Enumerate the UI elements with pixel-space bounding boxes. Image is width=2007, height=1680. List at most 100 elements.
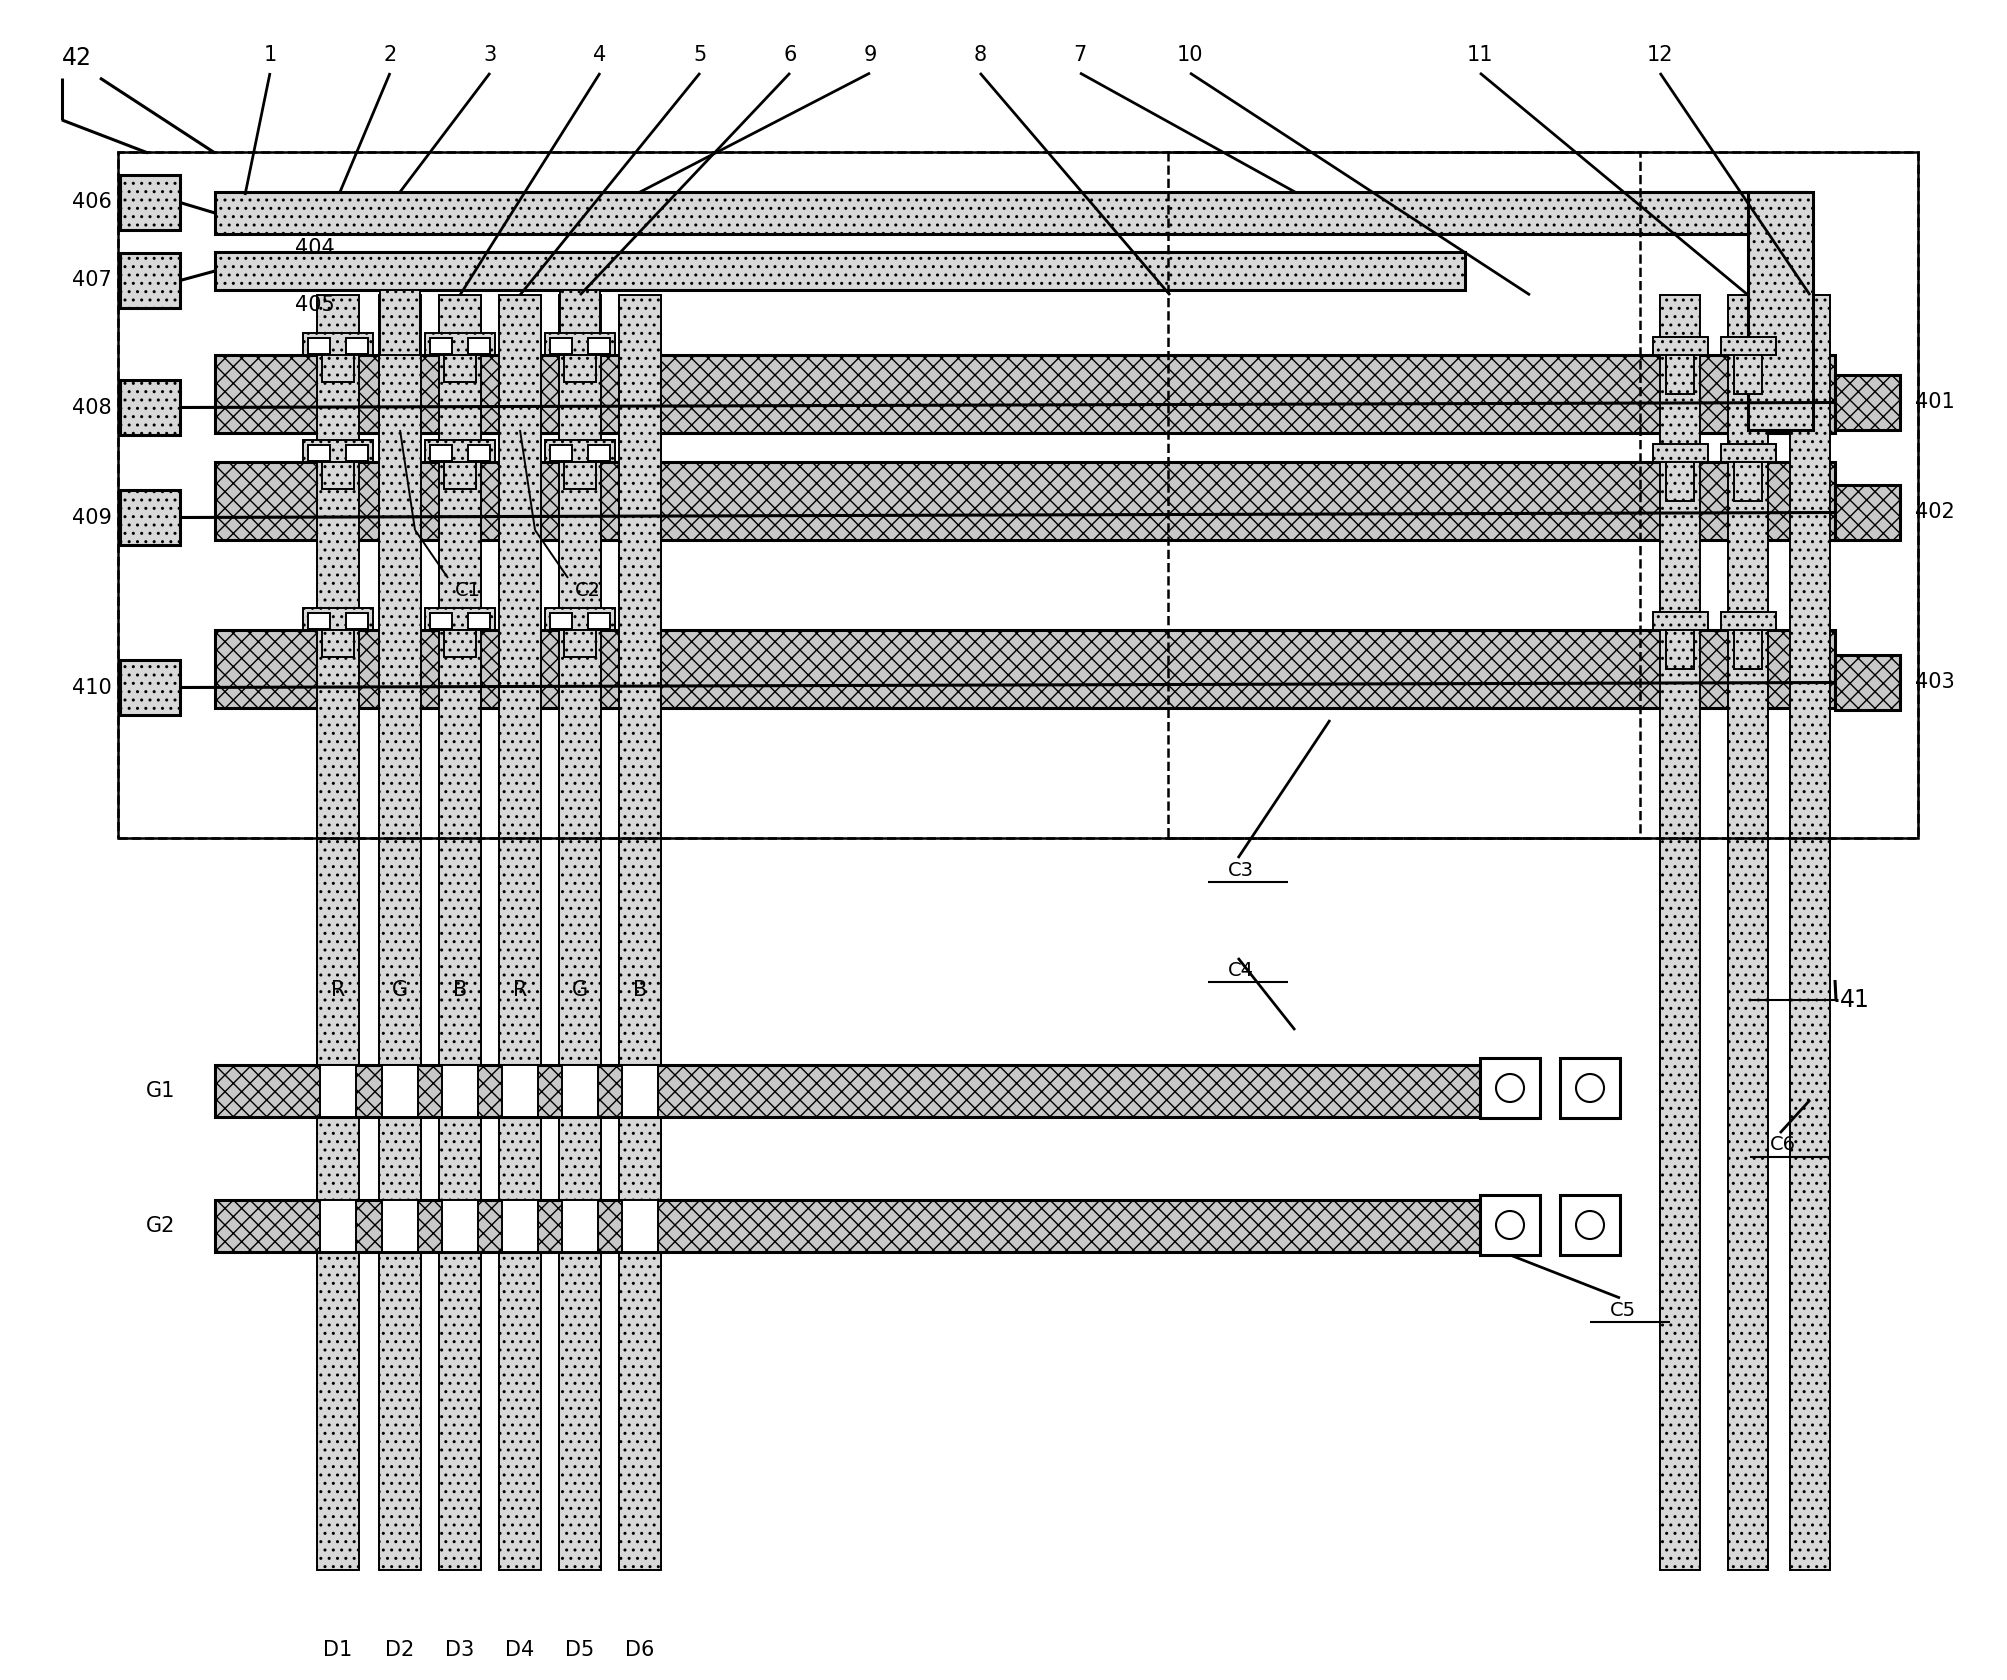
Text: 8: 8: [973, 45, 987, 66]
Text: R: R: [331, 979, 345, 1000]
Bar: [120, 380, 181, 435]
Bar: [1834, 375, 1901, 430]
Bar: [562, 1065, 598, 1117]
Bar: [1654, 612, 1708, 630]
Bar: [546, 608, 614, 630]
Bar: [1479, 1058, 1539, 1117]
Bar: [1748, 192, 1812, 430]
Bar: [307, 613, 329, 628]
Text: 4: 4: [594, 45, 606, 66]
Bar: [1559, 1058, 1620, 1117]
Text: D2: D2: [385, 1640, 415, 1660]
Bar: [120, 175, 181, 230]
Text: C4: C4: [1228, 961, 1254, 979]
Bar: [1666, 462, 1694, 501]
Bar: [468, 338, 490, 354]
Bar: [215, 462, 1834, 539]
Bar: [1834, 655, 1901, 711]
Bar: [215, 630, 1834, 707]
Text: D4: D4: [506, 1640, 534, 1660]
Text: 12: 12: [1648, 45, 1674, 66]
Text: D1: D1: [323, 1640, 353, 1660]
Text: C1: C1: [456, 581, 482, 600]
Bar: [379, 296, 421, 1571]
Text: G: G: [391, 979, 407, 1000]
Bar: [345, 613, 367, 628]
Bar: [1734, 630, 1762, 669]
Text: 9: 9: [863, 45, 877, 66]
Bar: [118, 151, 1919, 838]
Bar: [319, 1065, 355, 1117]
Bar: [550, 613, 572, 628]
Bar: [429, 613, 452, 628]
Bar: [562, 1200, 598, 1252]
Bar: [1720, 338, 1776, 354]
Text: 2: 2: [383, 45, 397, 66]
Bar: [588, 613, 610, 628]
Bar: [319, 1200, 355, 1252]
Text: B: B: [632, 979, 646, 1000]
Bar: [564, 462, 596, 489]
Text: D5: D5: [566, 1640, 594, 1660]
Bar: [618, 296, 660, 1571]
Bar: [564, 630, 596, 657]
Bar: [1834, 486, 1901, 539]
Bar: [321, 354, 353, 381]
Bar: [560, 291, 600, 354]
Bar: [120, 660, 181, 716]
Bar: [1479, 1194, 1539, 1255]
Bar: [303, 608, 373, 630]
Bar: [120, 491, 181, 544]
Bar: [502, 1065, 538, 1117]
Text: C6: C6: [1770, 1136, 1796, 1154]
Bar: [215, 1065, 1479, 1117]
Bar: [1720, 444, 1776, 462]
Bar: [622, 1065, 658, 1117]
Text: 402: 402: [1915, 502, 1955, 522]
Bar: [381, 1200, 417, 1252]
Bar: [502, 1200, 538, 1252]
Text: 1: 1: [263, 45, 277, 66]
Text: 401: 401: [1915, 393, 1955, 413]
Bar: [500, 296, 542, 1571]
Bar: [444, 354, 476, 381]
Text: 11: 11: [1467, 45, 1493, 66]
Bar: [1654, 338, 1708, 354]
Bar: [321, 630, 353, 657]
Bar: [564, 354, 596, 381]
Text: 404: 404: [295, 239, 335, 259]
Bar: [588, 338, 610, 354]
Text: 7: 7: [1074, 45, 1086, 66]
Bar: [444, 630, 476, 657]
Bar: [307, 445, 329, 460]
Text: 10: 10: [1176, 45, 1204, 66]
Bar: [118, 151, 1919, 838]
Text: G: G: [572, 979, 588, 1000]
Bar: [550, 338, 572, 354]
Text: 42: 42: [62, 45, 92, 71]
Bar: [1734, 354, 1762, 395]
Bar: [468, 613, 490, 628]
Bar: [1666, 630, 1694, 669]
Text: G1: G1: [147, 1080, 175, 1100]
Text: 409: 409: [72, 507, 112, 528]
Bar: [440, 296, 482, 1571]
Bar: [1720, 612, 1776, 630]
Bar: [381, 1065, 417, 1117]
Text: 5: 5: [692, 45, 706, 66]
Bar: [560, 296, 600, 1571]
Bar: [1666, 354, 1694, 395]
Bar: [468, 445, 490, 460]
Bar: [1660, 296, 1700, 1571]
Bar: [303, 333, 373, 354]
Bar: [215, 252, 1465, 291]
Bar: [120, 254, 181, 307]
Bar: [307, 338, 329, 354]
Bar: [425, 333, 496, 354]
Bar: [622, 1200, 658, 1252]
Text: B: B: [454, 979, 468, 1000]
Bar: [1734, 462, 1762, 501]
Bar: [429, 338, 452, 354]
Bar: [429, 445, 452, 460]
Bar: [442, 1065, 478, 1117]
